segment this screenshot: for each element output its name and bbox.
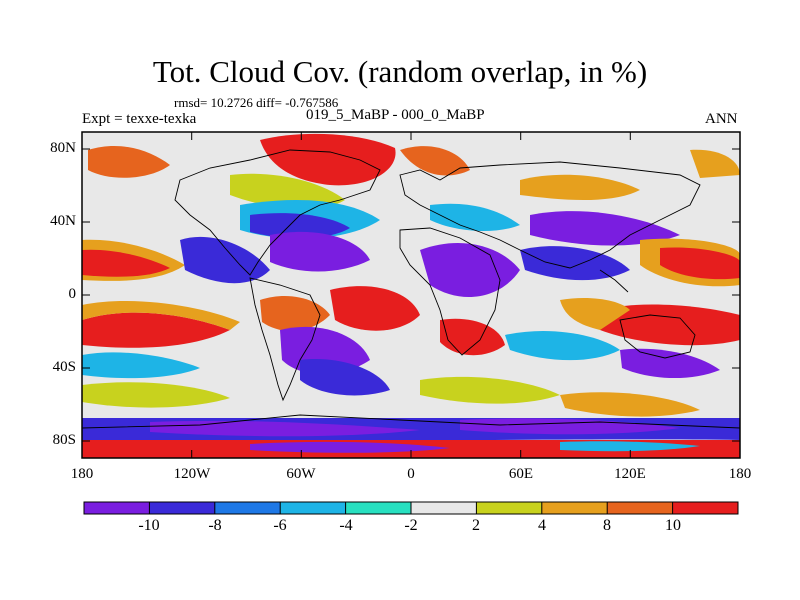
chart-title: Tot. Cloud Cov. (random overlap, in %) — [152, 54, 648, 89]
cloud-field — [82, 132, 740, 458]
colorbar-label-4: -4 — [339, 517, 353, 534]
lat-label-40s: 40S — [52, 359, 76, 375]
lon-label-180e: 180 — [728, 466, 752, 482]
colorbar — [83, 501, 739, 515]
colorbar-label-3: -6 — [273, 517, 287, 534]
colorbar-label-5: -2 — [404, 517, 418, 534]
case-label: 019_5_MaBP - 000_0_MaBP — [306, 107, 485, 123]
lon-label-60w: 60W — [286, 466, 316, 482]
lon-label-120w: 120W — [173, 466, 211, 482]
lat-label-40n: 40N — [50, 213, 76, 229]
colorbar-box-8 — [541, 502, 608, 514]
colorbar-box-10 — [672, 502, 738, 514]
lat-label-0: 0 — [68, 286, 77, 302]
colorbar-label-1: -10 — [138, 517, 160, 534]
lon-label-0: 0 — [407, 466, 415, 482]
season-label: ANN — [705, 111, 738, 127]
lon-label-120e: 120E — [614, 466, 646, 482]
lon-label-60e: 60E — [508, 466, 534, 482]
stats-text: rmsd= 10.2726 diff= -0.767586 — [174, 95, 339, 110]
experiment-label: Expt = texxe-texka — [82, 111, 197, 127]
colorbar-box-1 — [84, 502, 150, 514]
colorbar-label-2: -8 — [208, 517, 222, 534]
lat-label-80s: 80S — [52, 432, 76, 448]
colorbar-label-6: 2 — [472, 517, 480, 534]
colorbar-box-6 — [411, 502, 477, 514]
colorbar-box-7 — [476, 502, 542, 514]
colorbar-box-2 — [149, 502, 215, 514]
colorbar-box-4 — [280, 502, 346, 514]
coastlines — [82, 149, 740, 429]
colorbar-label-8: 8 — [603, 517, 611, 534]
lon-label-180w: 180 — [70, 466, 94, 482]
axis-ticks — [82, 132, 740, 458]
colorbar-box-9 — [607, 502, 673, 514]
lat-label-80n: 80N — [50, 140, 76, 156]
colorbar-label-9: 10 — [665, 517, 681, 534]
colorbar-box-3 — [214, 502, 281, 514]
colorbar-box-5 — [345, 502, 411, 514]
colorbar-label-7: 4 — [538, 517, 546, 534]
